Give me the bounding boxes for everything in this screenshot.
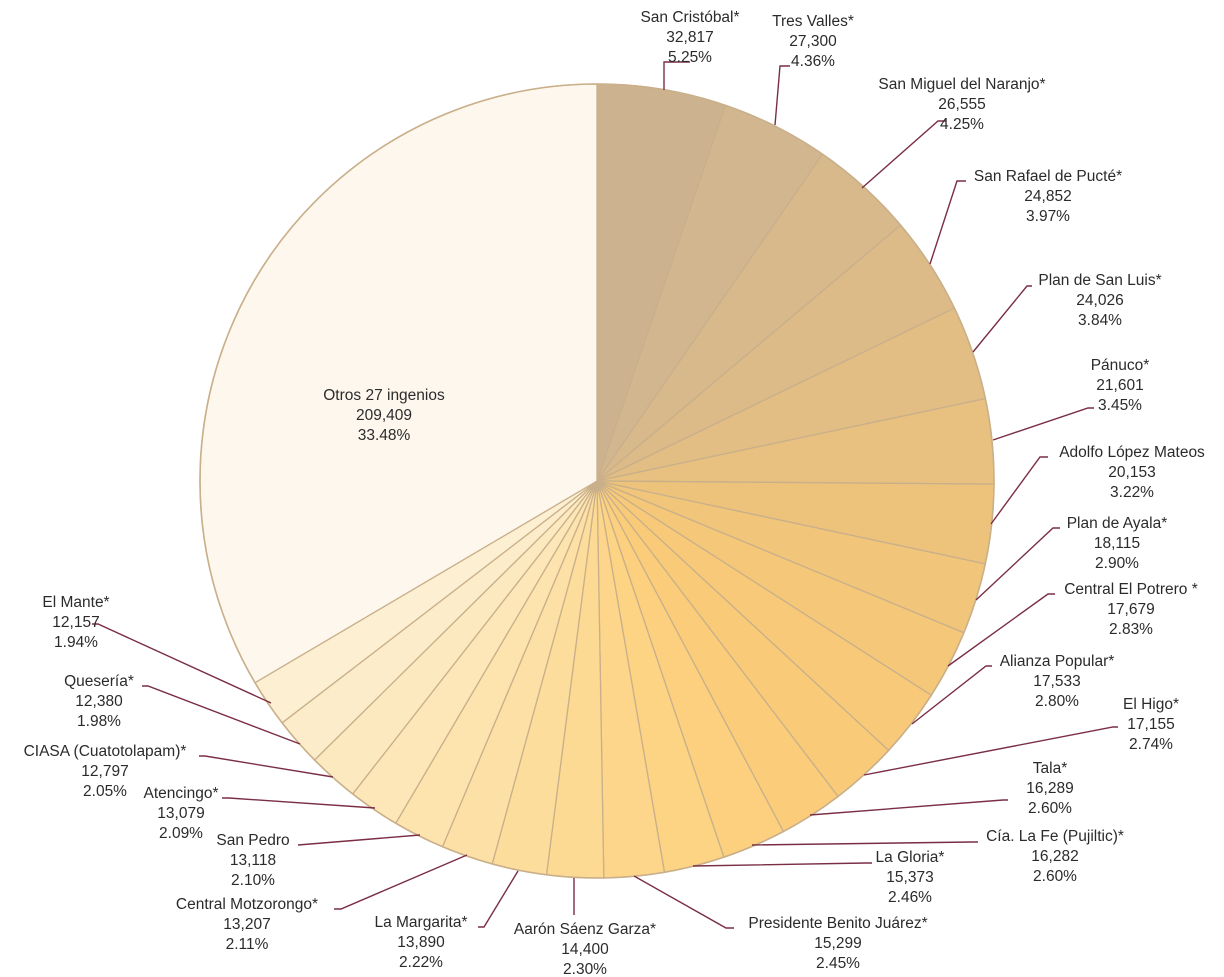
- leader-line-21: [142, 685, 301, 745]
- slice-label-name-17: Central Motzorongo*: [176, 896, 318, 913]
- slice-label-value-11: 16,289: [1026, 780, 1073, 797]
- slice-label-pct-17: 2.11%: [226, 936, 269, 953]
- leader-line-0: [663, 61, 690, 90]
- slice-label-name-22: El Mante*: [42, 594, 109, 611]
- slice-label-name-19: Atencingo*: [144, 785, 219, 802]
- leader-line-18: [297, 834, 421, 846]
- slice-label-pct-16: 2.22%: [399, 954, 443, 971]
- slice-label-value-10: 17,155: [1127, 716, 1174, 733]
- slice-label-pct-1: 4.36%: [791, 53, 835, 70]
- slice-label-name-13: La Gloria*: [876, 849, 945, 866]
- slice-label-pct-22: 1.94%: [54, 634, 98, 651]
- slice-label-name-2: San Miguel del Naranjo*: [878, 76, 1045, 93]
- slice-label-value-8: 17,679: [1107, 601, 1154, 618]
- slice-label-pct-2: 4.25%: [940, 116, 984, 133]
- slice-label-value-23: 209,409: [356, 407, 412, 424]
- slice-label-value-6: 20,153: [1108, 464, 1155, 481]
- slice-label-name-10: El Higo*: [1123, 696, 1179, 713]
- pie-outline: [199, 83, 995, 879]
- slice-label-pct-13: 2.46%: [888, 889, 932, 906]
- slice-label-name-20: CIASA (Cuatotolapam)*: [24, 743, 187, 760]
- slice-label-name-11: Tala*: [1033, 760, 1067, 777]
- slice-label-name-0: San Cristóbal*: [640, 9, 739, 26]
- slice-label-value-22: 12,157: [52, 614, 99, 631]
- slice-label-pct-19: 2.09%: [159, 825, 203, 842]
- slice-label-name-6: Adolfo López Mateos: [1059, 444, 1205, 461]
- slice-labels: San Cristóbal* 32,817 5.25% Tres Valles* 27,…: [24, 9, 1205, 977]
- leader-line-16: [478, 870, 519, 928]
- slice-label-name-9: Alianza Popular*: [1000, 653, 1115, 670]
- slice-label-pct-6: 3.22%: [1110, 484, 1154, 501]
- slice-label-value-14: 15,299: [814, 935, 861, 952]
- slice-label-pct-23: 33.48%: [358, 427, 411, 444]
- leader-line-1: [774, 65, 790, 126]
- slice-label-value-7: 18,115: [1094, 535, 1140, 552]
- slice-label-pct-0: 5.25%: [668, 49, 712, 66]
- slice-label-name-4: Plan de San Luis*: [1038, 272, 1161, 289]
- slice-label-name-8: Central El Potrero *: [1064, 581, 1198, 598]
- slice-label-name-7: Plan de Ayala*: [1067, 515, 1168, 532]
- slice-label-name-12: Cía. La Fe (Pujiltic)*: [986, 828, 1124, 845]
- leader-line-13: [692, 862, 872, 867]
- slice-label-pct-15: 2.30%: [563, 961, 607, 977]
- slice-label-pct-12: 2.60%: [1033, 868, 1077, 885]
- slice-label-value-20: 12,797: [81, 763, 128, 780]
- slice-label-name-21: Quesería*: [64, 673, 134, 690]
- slice-label-value-21: 12,380: [75, 693, 123, 710]
- slice-label-value-0: 32,817: [666, 29, 713, 46]
- slice-label-name-3: San Rafael de Pucté*: [974, 168, 1122, 185]
- slice-label-pct-14: 2.45%: [816, 955, 860, 972]
- slice-label-name-23: Otros 27 ingenios: [323, 387, 445, 404]
- slice-label-value-19: 13,079: [157, 805, 204, 822]
- leader-line-11: [809, 799, 1008, 816]
- slice-label-name-5: Pánuco*: [1091, 357, 1150, 374]
- slice-label-value-1: 27,300: [789, 33, 837, 50]
- slice-label-pct-4: 3.84%: [1078, 312, 1122, 329]
- slice-label-pct-8: 2.83%: [1109, 621, 1153, 638]
- slice-label-value-4: 24,026: [1076, 292, 1123, 309]
- slice-label-pct-7: 2.90%: [1095, 555, 1139, 572]
- slice-label-value-5: 21,601: [1096, 377, 1143, 394]
- slice-label-value-18: 13,118: [230, 852, 276, 869]
- leader-lines: [92, 61, 1118, 929]
- leader-line-8: [947, 593, 1055, 667]
- slice-label-value-13: 15,373: [886, 869, 933, 886]
- slice-label-pct-21: 1.98%: [77, 713, 121, 730]
- leader-line-3: [929, 180, 966, 265]
- leader-line-19: [222, 797, 376, 809]
- slice-label-value-16: 13,890: [397, 934, 445, 951]
- leader-line-20: [199, 755, 334, 778]
- leader-line-22: [92, 623, 272, 704]
- slice-label-value-3: 24,852: [1024, 188, 1071, 205]
- leader-line-14: [633, 875, 734, 929]
- slice-label-value-9: 17,533: [1033, 673, 1080, 690]
- leader-line-12: [751, 841, 978, 846]
- slice-label-name-18: San Pedro: [216, 832, 289, 849]
- leader-line-5: [992, 407, 1094, 441]
- leader-line-10: [863, 726, 1118, 776]
- slice-label-value-2: 26,555: [938, 96, 985, 113]
- slice-label-pct-11: 2.60%: [1028, 800, 1072, 817]
- leader-line-2: [861, 120, 946, 189]
- slice-label-name-14: Presidente Benito Juárez*: [748, 915, 927, 932]
- leader-line-7: [975, 527, 1060, 601]
- slice-label-name-1: Tres Valles*: [772, 13, 854, 30]
- slice-label-value-12: 16,282: [1031, 848, 1078, 865]
- leader-line-6: [990, 456, 1048, 525]
- slice-label-pct-3: 3.97%: [1026, 208, 1070, 225]
- slice-label-pct-10: 2.74%: [1129, 736, 1173, 753]
- slice-label-pct-18: 2.10%: [231, 872, 275, 889]
- slice-label-value-17: 13,207: [223, 916, 270, 933]
- leader-line-17: [334, 854, 468, 910]
- slice-label-pct-9: 2.80%: [1035, 693, 1079, 710]
- slice-label-name-15: Aarón Sáenz Garza*: [514, 921, 656, 938]
- pie-slices: [199, 83, 995, 879]
- slice-label-name-16: La Margarita*: [374, 914, 467, 931]
- leader-line-9: [911, 665, 992, 725]
- slice-label-pct-5: 3.45%: [1098, 397, 1142, 414]
- leader-line-4: [972, 285, 1032, 353]
- slice-label-pct-20: 2.05%: [83, 783, 127, 800]
- slice-label-value-15: 14,400: [561, 941, 609, 958]
